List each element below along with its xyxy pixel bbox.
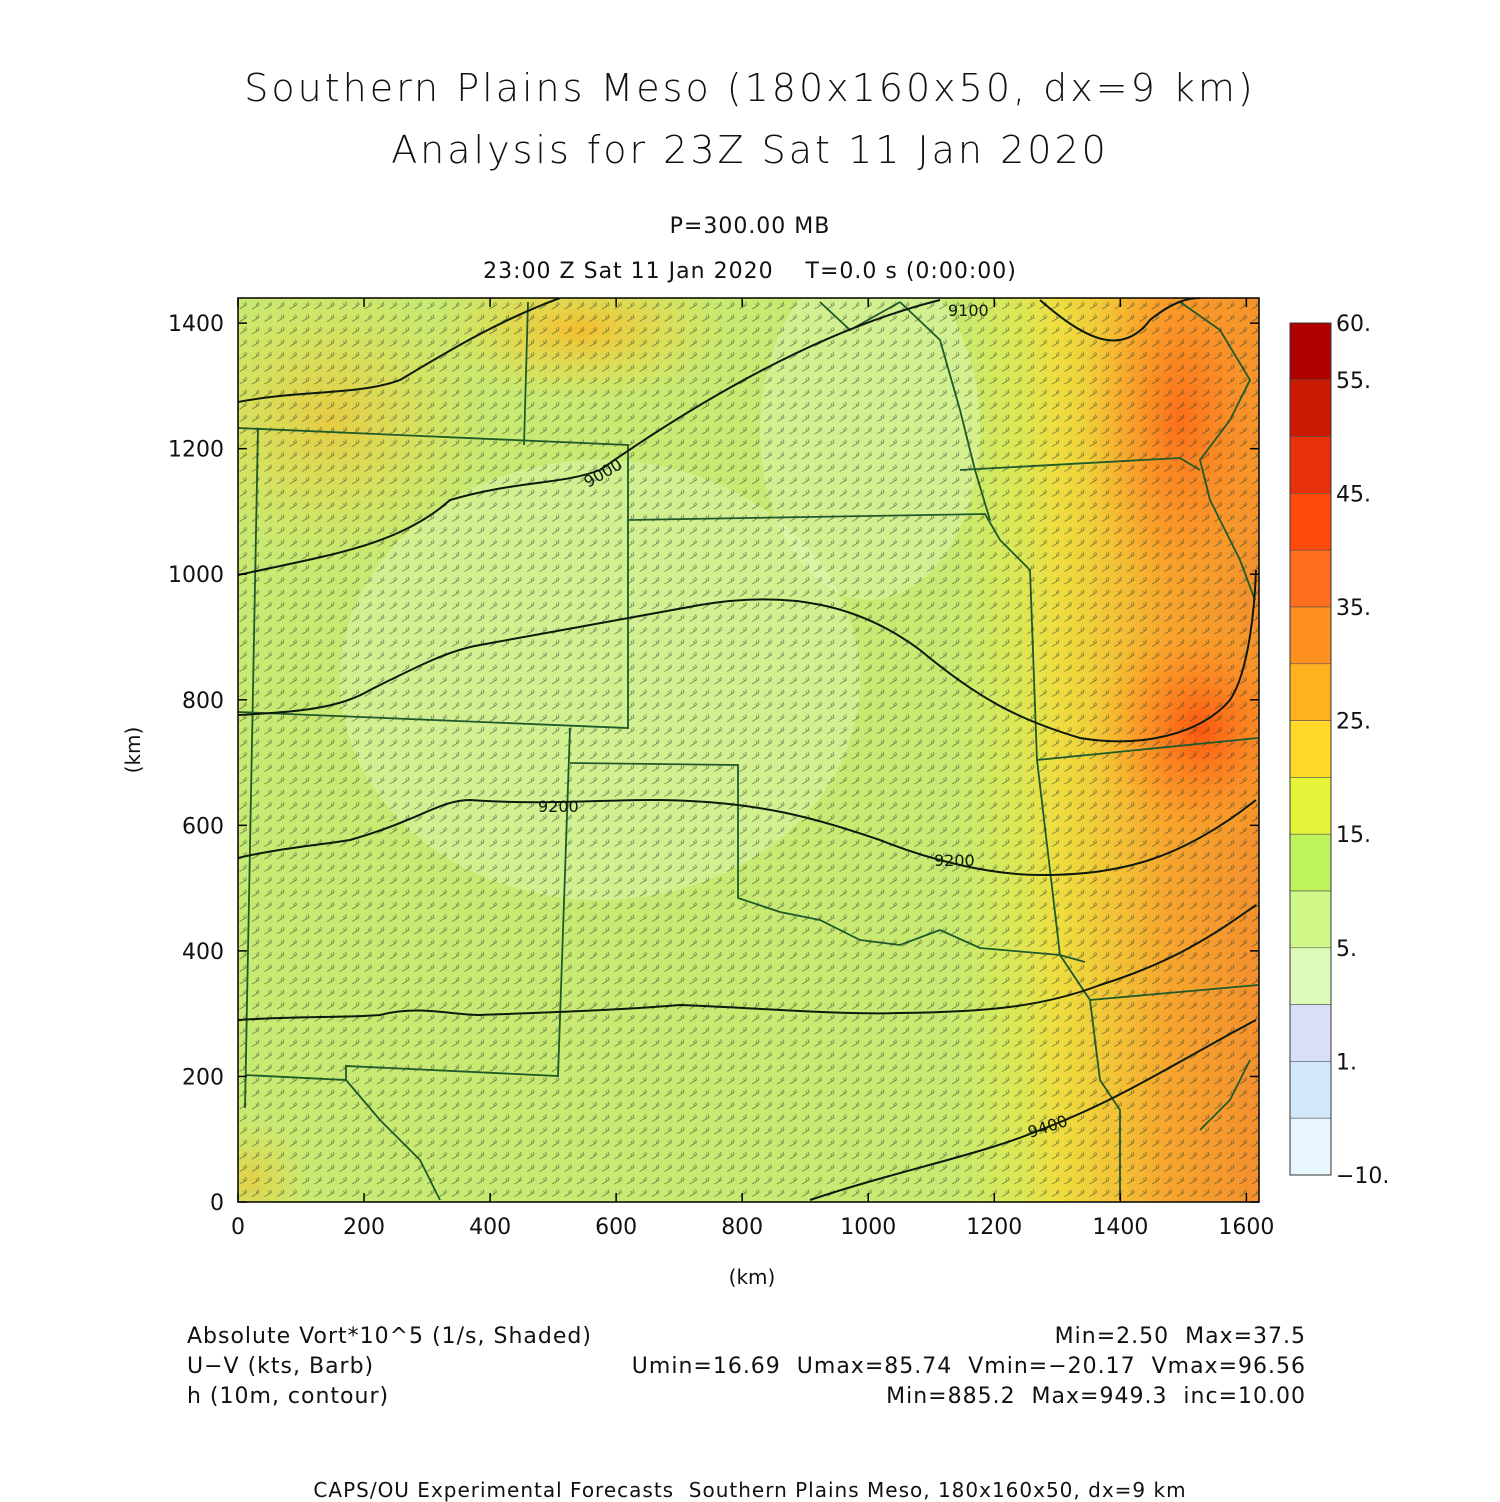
colorbar-label: 45.	[1336, 482, 1371, 507]
y-tick-label: 1400	[168, 312, 224, 337]
colorbar-label: 60.	[1336, 312, 1371, 337]
legend-vorticity-stats: Min=2.50 Max=37.5	[1054, 1324, 1306, 1349]
y-tick-label: 1200	[168, 438, 224, 463]
y-tick-labels: 0 200 400 600 800 1000 1200 1400	[168, 312, 224, 1216]
contour-label: 9200	[538, 797, 579, 816]
colorbar	[1289, 322, 1332, 1176]
axis-ticks	[237, 298, 1259, 1203]
height-contours	[238, 298, 1257, 1201]
colorbar-label: 25.	[1336, 710, 1371, 735]
y-tick-label: 200	[182, 1065, 224, 1090]
y-tick-label: 0	[210, 1191, 224, 1216]
legend-field-vorticity: Absolute Vort*10^5 (1/s, Shaded)	[187, 1324, 592, 1349]
colorbar-swatch	[1289, 720, 1332, 778]
colorbar-swatch	[1289, 606, 1332, 665]
colorbar-labels: 60. 55. 45. 35. 25. 15. 5. 1. −10.	[1336, 312, 1389, 1189]
x-tick-label: 0	[231, 1215, 245, 1240]
pressure-level: P=300.00 MB	[669, 214, 831, 239]
colorbar-swatch	[1289, 322, 1332, 381]
colorbar-swatch	[1289, 663, 1332, 721]
colorbar-swatch	[1289, 833, 1332, 892]
y-tick-label: 400	[182, 940, 224, 965]
colorbar-label: 55.	[1336, 369, 1371, 394]
y-tick-label: 600	[182, 814, 224, 839]
x-tick-label: 1000	[840, 1215, 896, 1240]
x-tick-label: 800	[721, 1215, 763, 1240]
state-borders	[238, 301, 1259, 1201]
colorbar-swatch	[1289, 379, 1332, 437]
x-tick-label: 400	[469, 1215, 511, 1240]
x-axis-label: (km)	[729, 1265, 776, 1289]
colorbar-swatch	[1289, 947, 1332, 1005]
colorbar-label: 1.	[1336, 1050, 1357, 1075]
y-tick-label: 800	[182, 689, 224, 714]
colorbar-swatch	[1289, 1117, 1332, 1176]
x-tick-labels: 0 200 400 600 800 1000 1200 1400 1600	[231, 1215, 1274, 1240]
colorbar-swatch	[1289, 436, 1332, 494]
title-line-2: Analysis for 23Z Sat 11 Jan 2020	[391, 128, 1109, 172]
colorbar-label: 5.	[1336, 937, 1357, 962]
colorbar-swatch	[1289, 549, 1332, 608]
colorbar-swatch	[1289, 890, 1332, 949]
contour-label: 9100	[948, 301, 989, 320]
plot-frame	[237, 297, 1260, 1203]
legend-field-wind: U−V (kts, Barb)	[187, 1354, 375, 1379]
contour-label: 9200	[934, 851, 975, 870]
colorbar-swatch	[1289, 1061, 1332, 1119]
y-axis-label: (km)	[121, 727, 145, 774]
colorbar-swatch	[1289, 1004, 1332, 1062]
footer-credit: CAPS/OU Experimental Forecasts Southern …	[313, 1478, 1187, 1502]
valid-time: 23:00 Z Sat 11 Jan 2020 T=0.0 s (0:00:00…	[483, 259, 1017, 284]
legend-wind-stats: Umin=16.69 Umax=85.74 Vmin=−20.17 Vmax=9…	[631, 1354, 1306, 1379]
x-tick-label: 600	[595, 1215, 637, 1240]
vorticity-shading: 9000 9200 9200 9400 9100	[238, 298, 1259, 1202]
x-tick-label: 1400	[1092, 1215, 1148, 1240]
legend-height-stats: Min=885.2 Max=949.3 inc=10.00	[886, 1384, 1306, 1409]
colorbar-label: −10.	[1336, 1164, 1389, 1189]
colorbar-label: 35.	[1336, 596, 1371, 621]
colorbar-frame	[1289, 322, 1332, 1176]
y-tick-label: 1000	[168, 563, 224, 588]
x-tick-label: 200	[343, 1215, 385, 1240]
colorbar-label: 15.	[1336, 823, 1371, 848]
legend-field-height: h (10m, contour)	[187, 1384, 390, 1409]
title-line-1: Southern Plains Meso (180x160x50, dx=9 k…	[244, 66, 1256, 110]
colorbar-swatch	[1289, 777, 1332, 835]
colorbar-swatch	[1289, 493, 1332, 551]
x-tick-label: 1200	[966, 1215, 1022, 1240]
x-tick-label: 1600	[1218, 1215, 1274, 1240]
